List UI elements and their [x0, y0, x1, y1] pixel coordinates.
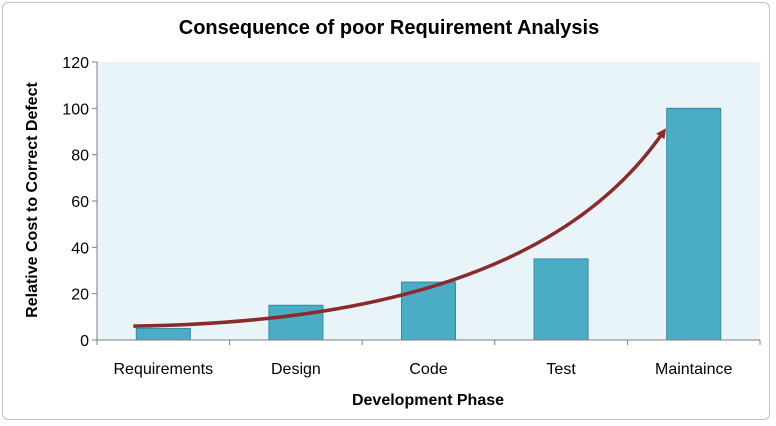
y-axis-label: Relative Cost to Correct Defect — [24, 82, 41, 318]
chart-title: Consequence of poor Requirement Analysis — [179, 17, 599, 39]
y-tick-label: 120 — [62, 55, 89, 72]
y-tick-label: 100 — [62, 101, 89, 118]
trend-arrow — [133, 128, 666, 328]
x-tick-label: Test — [546, 361, 576, 378]
bar-requirements — [135, 327, 191, 341]
y-tick-label: 80 — [71, 148, 89, 165]
y-tick-label: 60 — [71, 194, 89, 211]
bar-test — [533, 258, 589, 341]
x-tick-label: Requirements — [113, 361, 213, 378]
x-tick-label: Design — [271, 361, 321, 378]
bar-design — [268, 304, 324, 341]
bar-maintaince — [666, 107, 722, 341]
x-tick-label: Maintaince — [655, 361, 732, 378]
y-tick-label: 20 — [71, 287, 89, 304]
x-tick-label: Code — [409, 361, 447, 378]
y-tick-label: 0 — [80, 333, 89, 350]
bar-code — [401, 281, 456, 341]
y-tick-label: 40 — [71, 240, 89, 257]
x-axis-label: Development Phase — [352, 392, 504, 409]
